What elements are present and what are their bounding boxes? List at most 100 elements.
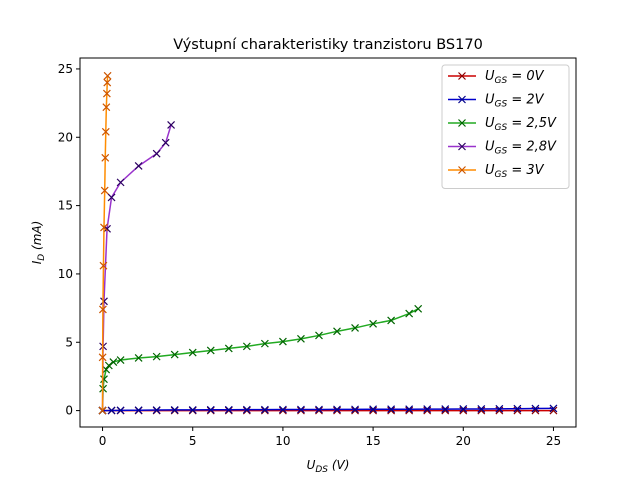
y-axis-label: ID (mA) — [30, 221, 47, 265]
data-point — [387, 406, 396, 415]
data-point — [100, 186, 109, 195]
data-point — [167, 121, 176, 129]
data-point — [152, 149, 161, 158]
series-3 — [98, 304, 423, 415]
x-tick-label: 5 — [189, 434, 197, 448]
x-tick-label: 15 — [365, 434, 380, 448]
x-axis-label-main: U — [307, 458, 316, 472]
data-point — [351, 405, 359, 414]
legend-label-sub: GS — [495, 170, 508, 180]
data-point — [134, 354, 143, 362]
data-point — [100, 223, 108, 232]
legend-label-rest: = 2,8V — [507, 140, 557, 155]
data-point — [405, 309, 414, 318]
data-point — [387, 316, 396, 325]
legend-label: UGS = 2,5V — [485, 116, 557, 133]
data-point — [116, 178, 125, 187]
data-point — [369, 406, 378, 415]
data-point — [103, 78, 112, 87]
data-point — [297, 406, 305, 415]
data-point — [99, 261, 108, 270]
x-axis-label: UDS (V) — [307, 458, 350, 475]
y-axis-label-main: I — [30, 260, 44, 264]
legend-label: UGS = 2V — [485, 93, 545, 110]
data-point — [107, 406, 116, 415]
legend-label-sub: GS — [495, 76, 508, 86]
legend-marker — [458, 142, 466, 151]
data-point — [101, 127, 110, 136]
data-point — [103, 71, 112, 80]
legend-label-main: U — [485, 163, 495, 178]
x-tick-label: 20 — [456, 434, 471, 448]
data-point — [531, 404, 540, 413]
data-point — [100, 375, 108, 384]
data-point — [297, 405, 305, 414]
data-point — [333, 406, 341, 415]
data-point — [100, 297, 108, 306]
legend-label-sub: GS — [495, 100, 508, 110]
data-point — [315, 405, 323, 414]
legend-label-sub: GS — [495, 147, 508, 157]
data-point — [102, 89, 111, 98]
data-point — [224, 344, 233, 353]
data-point — [242, 342, 251, 351]
y-axis-label-rest: (mA) — [30, 221, 44, 254]
data-point — [102, 365, 111, 374]
legend-box — [441, 64, 570, 189]
data-point — [109, 358, 118, 367]
series-line-5 — [101, 75, 109, 411]
y-tick-label: 0 — [65, 404, 73, 418]
data-point — [459, 405, 468, 413]
data-point — [242, 405, 251, 414]
data-point — [351, 323, 359, 332]
legend-entry-1: UGS = 0V — [448, 69, 545, 86]
y-tick-label: 25 — [58, 62, 73, 76]
x-axis-label-rest: (V) — [328, 458, 349, 472]
legend-label-main: U — [485, 140, 495, 155]
data-point — [333, 405, 341, 414]
data-point — [134, 406, 143, 415]
data-point — [98, 305, 107, 314]
axes: 0 5 10 15 20 25 0 5 10 15 20 25 — [58, 57, 577, 448]
legend-label-rest: = 2V — [507, 93, 544, 108]
legend-label: UGS = 0V — [485, 69, 545, 86]
data-point — [260, 406, 269, 415]
legend-label-main: U — [485, 116, 495, 131]
data-point — [206, 405, 215, 414]
data-point — [423, 406, 432, 415]
data-point — [278, 337, 287, 346]
data-point — [315, 331, 323, 340]
data-point — [351, 406, 359, 415]
data-point — [315, 406, 323, 415]
data-point — [104, 361, 113, 370]
legend-marker — [458, 72, 466, 80]
data-point — [161, 138, 170, 147]
series-5 — [98, 71, 112, 415]
data-point — [170, 350, 179, 359]
data-point — [134, 162, 143, 170]
data-point — [260, 339, 269, 348]
y-tick-label: 10 — [58, 267, 73, 281]
chart-title: Výstupní charakteristiky tranzistoru BS1… — [173, 37, 483, 53]
axis-labels: UDS (V) ID (mA) — [30, 221, 349, 475]
data-point — [369, 319, 378, 328]
data-point — [387, 405, 396, 414]
data-point — [188, 405, 197, 414]
legend-label: UGS = 3V — [485, 163, 545, 180]
x-tick-label: 10 — [275, 434, 290, 448]
legend-label-main: U — [485, 69, 495, 84]
data-point — [206, 346, 215, 355]
axes-frame — [79, 57, 577, 428]
data-point — [188, 348, 197, 357]
data-point — [513, 404, 522, 413]
data-point — [116, 406, 125, 415]
y-axis-label-sub: D — [37, 254, 47, 261]
data-point — [101, 153, 110, 162]
legend-label-rest: = 2,5V — [507, 116, 557, 131]
data-point — [495, 404, 504, 413]
data-point — [170, 405, 179, 414]
legend-marker — [458, 119, 466, 127]
y-tick-label: 15 — [58, 199, 73, 213]
legend-marker — [458, 166, 466, 174]
